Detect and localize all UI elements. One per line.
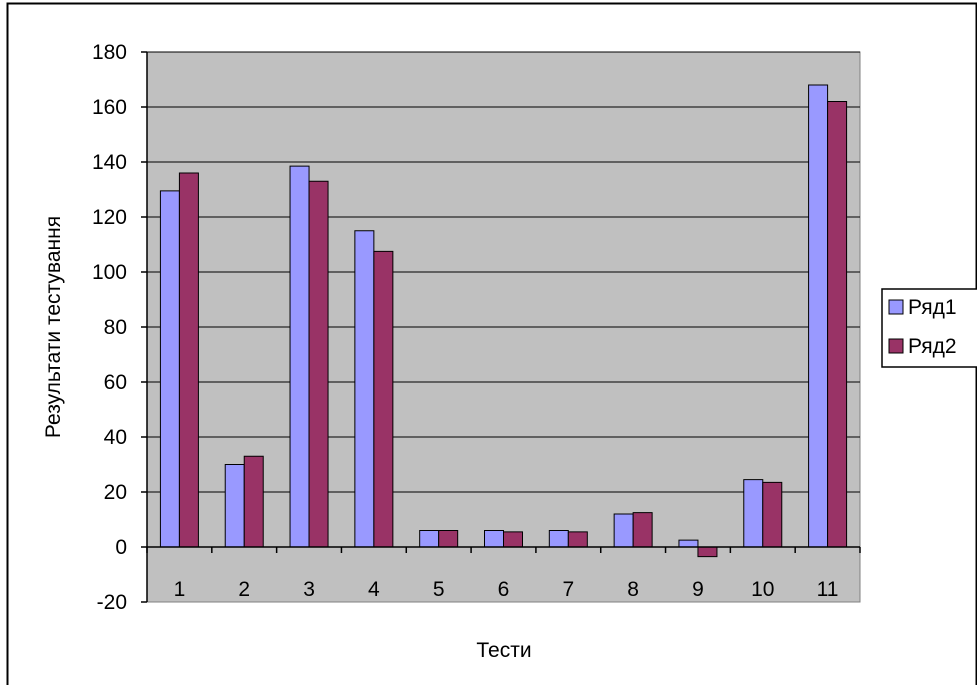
bar-1-8 [613,513,634,548]
x-tick-label: 1 [174,578,186,601]
bar-1-11 [808,84,829,548]
y-tick-label: 80 [104,316,127,339]
bar-1-4 [354,230,375,548]
bars [159,84,848,558]
y-tick-label: 160 [92,96,127,119]
bar-2-4 [373,250,394,548]
legend-swatch [888,338,904,354]
y-tick-label: 40 [104,426,127,449]
bar-2-3 [308,180,329,548]
bar-1-1 [159,190,180,548]
x-tick-label: 5 [433,578,445,601]
bar-2-5 [438,530,459,548]
legend-label: Ряд1 [908,296,957,319]
y-tick-label: 20 [104,481,127,504]
gridlines [147,51,860,548]
x-tick-labels: 1 2 3 4 5 6 7 8 9 10 11 [174,578,839,601]
axes [141,51,861,603]
bar-1-7 [548,530,569,548]
bar-1-9 [678,539,699,548]
bar-2-10 [762,481,783,548]
y-axis-title: Результати тестування [42,216,65,438]
x-tick-label: 3 [303,578,315,601]
x-tick-label: 11 [817,578,839,601]
y-tick-label: 0 [115,536,127,559]
y-tick-label: 120 [92,206,127,229]
y-tick-label: 60 [104,371,127,394]
bar-2-11 [827,101,848,548]
legend: Ряд1 Ряд2 [881,288,977,368]
bar-1-6 [484,530,504,548]
x-tick-label: 4 [368,578,380,601]
bar-2-1 [178,172,199,548]
y-tick-label: 180 [92,41,127,64]
y-tick-labels: -20 0 20 40 60 80 100 120 140 160 180 [92,41,127,614]
y-tick-label: -20 [97,591,127,614]
bar-2-6 [503,531,523,548]
y-tick-label: 140 [92,151,127,174]
y-tick-label: 100 [92,261,127,284]
x-tick-label: 7 [562,578,574,601]
x-tick-label: 2 [238,578,250,601]
bar-1-2 [224,464,245,548]
bar-1-3 [289,165,310,548]
x-tick-label: 6 [498,578,510,601]
bar-1-10 [743,479,764,548]
bar-2-9 [697,546,718,558]
bar-1-5 [419,530,440,548]
bar-2-2 [243,455,264,548]
bar-2-8 [632,512,653,548]
x-axis-title: Тести [476,639,531,662]
x-tick-label: 10 [751,578,774,601]
x-tick-label: 9 [692,578,704,601]
x-tick-label: 8 [627,578,639,601]
bar-2-7 [567,531,588,548]
legend-swatch [888,299,904,315]
legend-label: Ряд2 [908,335,957,358]
